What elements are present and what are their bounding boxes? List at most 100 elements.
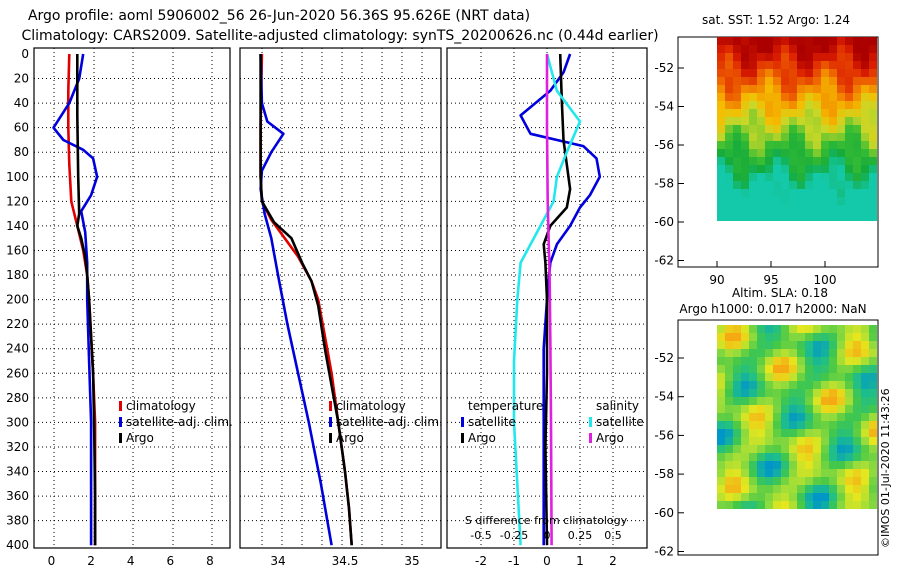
heatmap-cell: [813, 85, 821, 93]
heatmap-cell: [869, 181, 877, 189]
heatmap-cell: [813, 77, 821, 85]
heatmap-cell: [821, 53, 829, 61]
heatmap-cell: [765, 93, 773, 101]
sst-heatmap-cells: [717, 37, 877, 221]
y-tick-label: 360: [6, 489, 29, 503]
heatmap-cell: [837, 477, 845, 485]
heatmap-cell: [749, 149, 757, 157]
heatmap-cell: [773, 461, 781, 469]
heatmap-cell: [733, 149, 741, 157]
heatmap-cell: [869, 405, 877, 413]
heatmap-cell: [741, 205, 749, 213]
heatmap-cell: [829, 477, 837, 485]
heatmap-cell: [765, 53, 773, 61]
legend-swatch-satellite-adj: [329, 417, 332, 427]
heatmap-cell: [789, 109, 797, 117]
map-x-tick-label: 100: [814, 273, 837, 287]
heatmap-cell: [749, 421, 757, 429]
heatmap-cell: [813, 485, 821, 493]
heatmap-cell: [853, 333, 861, 341]
heatmap-cell: [725, 333, 733, 341]
heatmap-cell: [861, 197, 869, 205]
y-tick-label: 40: [14, 96, 29, 110]
heatmap-cell: [725, 173, 733, 181]
heatmap-cell: [805, 45, 813, 53]
heatmap-cell: [725, 429, 733, 437]
heatmap-cell: [741, 37, 749, 45]
heatmap-cell: [805, 53, 813, 61]
heatmap-cell: [829, 357, 837, 365]
heatmap-cell: [773, 165, 781, 173]
heatmap-cell: [829, 453, 837, 461]
heatmap-cell: [861, 173, 869, 181]
heatmap-cell: [741, 373, 749, 381]
heatmap-cell: [821, 485, 829, 493]
heatmap-cell: [781, 469, 789, 477]
x-tick-label: 6: [167, 554, 175, 568]
heatmap-cell: [781, 149, 789, 157]
series-line-satellite-adj-clim-: [52, 53, 99, 546]
heatmap-cell: [829, 341, 837, 349]
heatmap-cell: [733, 213, 741, 221]
heatmap-cell: [853, 349, 861, 357]
heatmap-cell: [741, 213, 749, 221]
x-tick-label: 34.5: [332, 554, 359, 568]
heatmap-cell: [749, 445, 757, 453]
heatmap-cell: [821, 165, 829, 173]
legend-label-climatology: climatology: [336, 399, 406, 413]
heatmap-cell: [821, 349, 829, 357]
heatmap-cell: [797, 461, 805, 469]
heatmap-cell: [797, 437, 805, 445]
heatmap-cell: [829, 493, 837, 501]
heatmap-cell: [813, 45, 821, 53]
heatmap-cell: [789, 181, 797, 189]
heatmap-cell: [749, 45, 757, 53]
heatmap-cell: [773, 117, 781, 125]
heatmap-cell: [845, 325, 853, 333]
series-line-temperature-argo: [542, 53, 572, 546]
heatmap-cell: [853, 493, 861, 501]
heatmap-cell: [717, 437, 725, 445]
heatmap-cell: [789, 437, 797, 445]
heatmap-cell: [717, 461, 725, 469]
heatmap-cell: [829, 325, 837, 333]
heatmap-cell: [765, 77, 773, 85]
heatmap-cell: [757, 469, 765, 477]
heatmap-cell: [821, 373, 829, 381]
heatmap-cell: [837, 61, 845, 69]
heatmap-cell: [861, 397, 869, 405]
heatmap-cell: [765, 461, 773, 469]
heatmap-cell: [845, 405, 853, 413]
heatmap-cell: [773, 53, 781, 61]
heatmap-cell: [725, 389, 733, 397]
heatmap-cell: [733, 133, 741, 141]
heatmap-cell: [853, 165, 861, 173]
heatmap-cell: [837, 405, 845, 413]
heatmap-cell: [829, 413, 837, 421]
heatmap-cell: [869, 373, 877, 381]
heatmap-cell: [805, 189, 813, 197]
heatmap-cell: [733, 357, 741, 365]
heatmap-cell: [813, 37, 821, 45]
heatmap-cell: [725, 477, 733, 485]
heatmap-cell: [749, 381, 757, 389]
heatmap-cell: [749, 101, 757, 109]
heatmap-cell: [869, 493, 877, 501]
heatmap-cell: [797, 333, 805, 341]
legend-label-sal-argo: Argo: [596, 431, 624, 445]
heatmap-cell: [845, 445, 853, 453]
heatmap-cell: [869, 477, 877, 485]
heatmap-cell: [741, 133, 749, 141]
heatmap-cell: [741, 429, 749, 437]
heatmap-cell: [741, 421, 749, 429]
heatmap-cell: [797, 341, 805, 349]
heatmap-cell: [813, 349, 821, 357]
heatmap-cell: [829, 429, 837, 437]
heatmap-cell: [861, 101, 869, 109]
heatmap-cell: [789, 501, 797, 509]
heatmap-cell: [837, 69, 845, 77]
heatmap-cell: [861, 469, 869, 477]
heatmap-cell: [757, 365, 765, 373]
heatmap-cell: [845, 429, 853, 437]
heatmap-cell: [837, 125, 845, 133]
